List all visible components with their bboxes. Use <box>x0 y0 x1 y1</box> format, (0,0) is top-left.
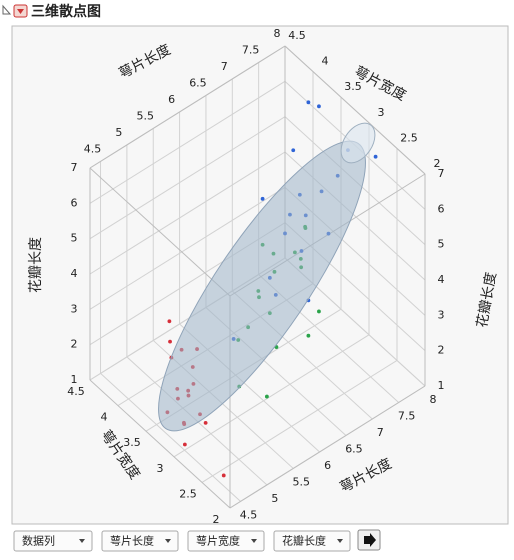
tick-label: 2 <box>213 513 220 526</box>
tick-label: 2.5 <box>179 487 197 500</box>
tick-label: 7.5 <box>398 409 416 422</box>
selector-label: 萼片长度 <box>110 534 154 548</box>
plot: 4.5 4.5 5 5 5.5 5.5 6 6 6.5 6.5 7 7 7.5 7.5 8 8 2 2 2.5 2.5… <box>28 27 500 526</box>
box-edge <box>89 167 231 297</box>
tick-label: 2 <box>434 157 441 170</box>
point <box>168 339 172 344</box>
tick-label: 2 <box>71 338 78 351</box>
grid-line <box>89 151 286 275</box>
point <box>221 473 226 478</box>
point <box>291 148 296 153</box>
box-edge <box>89 45 286 169</box>
column-selector[interactable] <box>13 530 93 552</box>
selector-arrow <box>337 539 343 543</box>
point <box>317 309 321 314</box>
menu-arrow <box>17 9 24 14</box>
grid-line <box>201 359 398 483</box>
tick-label: 6.5 <box>345 442 363 455</box>
point <box>203 420 208 425</box>
tick-label: 8 <box>430 393 437 406</box>
tick-label: 5 <box>71 232 78 245</box>
tick-label: 6 <box>324 459 331 472</box>
window-title: 三维散点图 <box>31 3 101 20</box>
tick-label: 3 <box>71 302 78 315</box>
column-selector[interactable] <box>187 530 265 552</box>
tick-label: 4.5 <box>84 142 102 155</box>
tick-label: 7 <box>438 167 445 180</box>
tick-label: 4 <box>322 55 329 68</box>
box-edge <box>89 379 231 509</box>
box-edge <box>284 45 426 175</box>
tick-label: 8 <box>274 27 281 40</box>
selector-arrow <box>79 539 85 543</box>
tick-label: 1 <box>438 379 445 392</box>
point <box>306 100 311 105</box>
tick-label: 2.5 <box>400 131 418 144</box>
tick-label: 3 <box>378 106 385 119</box>
ellipsoid-cap <box>340 122 376 164</box>
point <box>260 196 265 201</box>
column-selector[interactable] <box>273 530 351 552</box>
tick-label: 2 <box>438 344 445 357</box>
toolbar: 数据列 萼片长度 萼片宽度 花瓣长度 <box>13 529 381 552</box>
tick-label: 4.5 <box>240 508 258 521</box>
tick-label: 4 <box>71 267 78 280</box>
tick-label: 6.5 <box>189 76 207 89</box>
point <box>167 319 172 324</box>
tick-label: 5.5 <box>292 475 310 488</box>
tick-label: 3.5 <box>123 436 141 449</box>
tick-label: 5 <box>438 238 445 251</box>
grid-line <box>89 80 286 204</box>
tick-label: 3.5 <box>344 80 362 93</box>
tick-label: 4.5 <box>288 29 306 42</box>
tick-label: 6 <box>168 93 175 106</box>
tick-label: 5.5 <box>136 109 154 122</box>
point <box>182 442 187 447</box>
point <box>306 333 311 338</box>
tick-label: 7.5 <box>242 43 260 56</box>
tick-label: 6 <box>71 196 78 209</box>
box-edge <box>229 385 426 509</box>
grid-line <box>100 373 241 502</box>
axis-title: 花瓣长度 <box>28 237 44 293</box>
tick-label: 3 <box>157 462 164 475</box>
go-arrow <box>364 533 376 547</box>
tick-label: 7 <box>221 60 228 73</box>
point <box>317 104 321 109</box>
tick-label: 4 <box>101 411 108 424</box>
point <box>373 154 378 159</box>
point <box>264 394 269 399</box>
selector-label: 萼片宽度 <box>196 534 240 548</box>
selector-label: 花瓣长度 <box>282 534 326 548</box>
tick-label: 1 <box>71 373 78 386</box>
column-selector[interactable] <box>101 530 179 552</box>
grid-line <box>173 334 370 458</box>
tick-label: 4.5 <box>67 385 85 398</box>
tick-label: 5 <box>115 126 122 139</box>
selector-arrow <box>251 539 257 543</box>
selector-label: 数据列 <box>22 534 55 548</box>
tick-label: 3 <box>438 308 445 321</box>
tick-label: 7 <box>71 161 78 174</box>
tick-label: 7 <box>377 426 384 439</box>
tick-label: 6 <box>438 202 445 215</box>
grid-line <box>89 186 286 310</box>
grid-line <box>89 116 286 240</box>
selector-arrow <box>165 539 171 543</box>
tick-label: 4 <box>438 273 445 286</box>
tick-label: 5 <box>271 492 278 505</box>
collapse-toggle[interactable] <box>2 4 12 15</box>
